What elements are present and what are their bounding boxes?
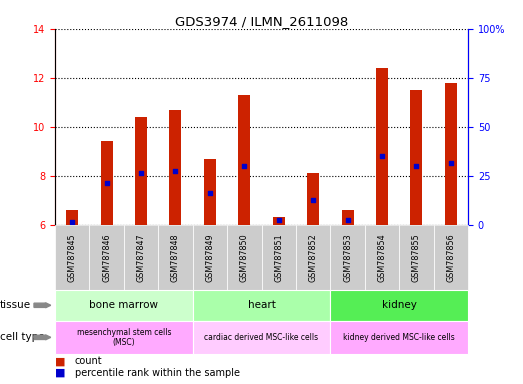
Text: cell type: cell type (0, 332, 44, 343)
Text: GSM787849: GSM787849 (206, 233, 214, 281)
Bar (204, 159, 216, 225)
Text: count: count (75, 356, 103, 366)
Text: GSM787856: GSM787856 (446, 233, 456, 281)
Text: percentile rank within the sample: percentile rank within the sample (75, 368, 240, 378)
Text: GSM787845: GSM787845 (67, 233, 77, 281)
Bar (135, 117, 147, 225)
Text: heart: heart (247, 300, 276, 310)
Point (171, 168, 179, 174)
Text: tissue: tissue (0, 300, 31, 310)
Bar (238, 95, 251, 225)
Text: kidney: kidney (382, 300, 417, 310)
Bar (169, 109, 181, 225)
Bar (376, 68, 388, 225)
Text: GSM787851: GSM787851 (274, 233, 283, 281)
Text: GSM787846: GSM787846 (102, 233, 111, 281)
Bar (100, 141, 112, 225)
Point (309, 197, 317, 203)
Point (447, 161, 455, 167)
Point (275, 217, 283, 223)
Point (412, 163, 420, 169)
Point (103, 180, 111, 186)
Text: bone marrow: bone marrow (89, 300, 158, 310)
Text: GSM787853: GSM787853 (343, 233, 352, 281)
Bar (445, 83, 457, 225)
Point (378, 153, 386, 159)
Bar (307, 173, 319, 225)
Title: GDS3974 / ILMN_2611098: GDS3974 / ILMN_2611098 (175, 15, 348, 28)
Bar (342, 210, 354, 225)
Point (344, 217, 352, 223)
Bar (272, 217, 285, 225)
Point (68, 219, 76, 225)
Text: mesenchymal stem cells
(MSC): mesenchymal stem cells (MSC) (76, 328, 171, 347)
Text: kidney derived MSC-like cells: kidney derived MSC-like cells (343, 333, 455, 342)
Text: GSM787852: GSM787852 (309, 233, 317, 281)
Bar (66, 210, 78, 225)
Text: ■: ■ (55, 368, 65, 378)
Text: cardiac derived MSC-like cells: cardiac derived MSC-like cells (204, 333, 319, 342)
Point (206, 190, 214, 196)
Text: GSM787855: GSM787855 (412, 233, 421, 281)
Point (137, 170, 145, 176)
Text: ■: ■ (55, 356, 65, 366)
Text: GSM787850: GSM787850 (240, 233, 249, 281)
Text: GSM787848: GSM787848 (171, 233, 180, 281)
Point (240, 163, 248, 169)
Bar (411, 90, 423, 225)
Text: GSM787847: GSM787847 (137, 233, 145, 281)
Text: GSM787854: GSM787854 (378, 233, 386, 281)
